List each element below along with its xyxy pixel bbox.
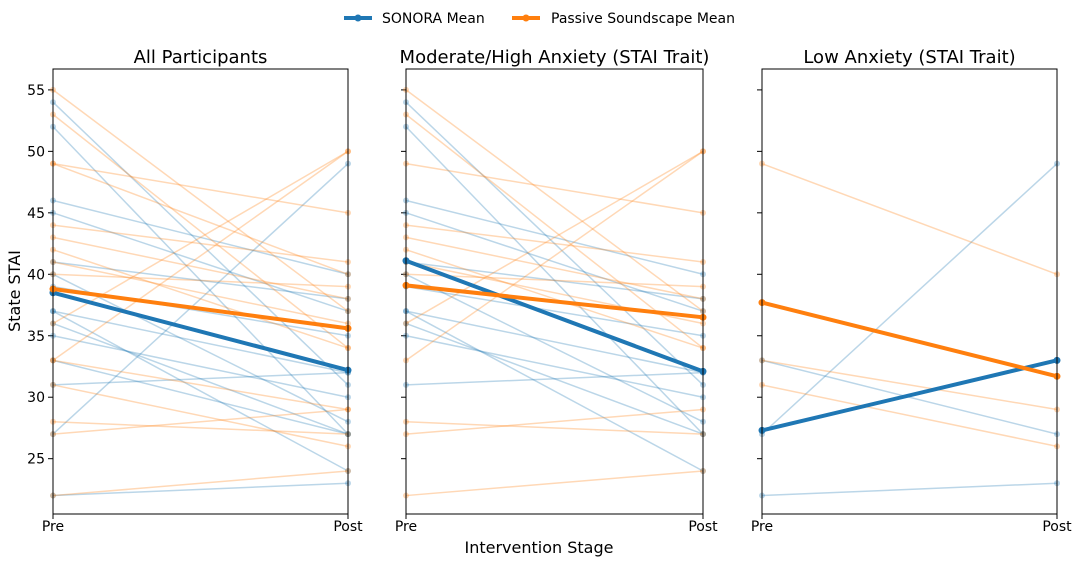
individual-line-sonora (52, 261, 349, 300)
individual-line-passive (405, 150, 704, 325)
legend: SONORA Mean Passive Soundscape Mean (344, 11, 735, 27)
individual-line-sonora (52, 322, 349, 435)
individual-line-sonora (405, 101, 704, 386)
individual-line-passive (405, 248, 704, 349)
individual-line-sonora (52, 310, 349, 472)
individual-line-passive (405, 470, 704, 497)
individual-line-passive (405, 162, 704, 214)
individual-line-sonora (52, 310, 349, 374)
individual-line-sonora (405, 371, 704, 386)
panel-title: Moderate/High Anxiety (STAI Trait) (400, 47, 710, 68)
panel-all-participants: All Participants 25 30 35 40 45 50 55 Pre Post (27, 47, 363, 535)
individual-line-passive (52, 273, 349, 288)
individual-line-sonora (405, 126, 704, 435)
plot-frame (52, 68, 349, 515)
individual-line-sonora (52, 101, 349, 386)
individual-line-passive (405, 89, 704, 312)
individual-line-passive (52, 359, 349, 411)
y-tick-label: 45 (27, 206, 45, 222)
individual-line-passive (52, 421, 349, 435)
individual-line-passive (405, 224, 704, 263)
individual-line-passive (52, 150, 349, 361)
individual-line-passive (52, 89, 349, 312)
mean-line-sonora (760, 358, 1059, 433)
plot-frame (405, 68, 704, 515)
individual-line-sonora (52, 126, 349, 435)
individual-line-sonora (52, 163, 349, 435)
y-tick-label: 30 (27, 390, 45, 406)
y-tick-label: 50 (27, 144, 45, 160)
panel-title: Low Anxiety (STAI Trait) (803, 47, 1015, 68)
individual-line-sonora (405, 310, 704, 374)
legend-marker-sonora (354, 14, 362, 22)
individual-line-sonora (405, 285, 704, 337)
individual-line-passive (761, 384, 1058, 448)
mean-line-passive (51, 287, 350, 331)
individual-line-sonora (52, 273, 349, 423)
individual-line-passive (405, 236, 704, 300)
individual-line-sonora (52, 335, 349, 398)
panel-moderate-high-anxiety: Moderate/High Anxiety (STAI Trait) Pre Pos… (395, 47, 718, 535)
individual-line-sonora (405, 273, 704, 423)
individual-line-passive (761, 162, 1058, 275)
individual-line-sonora (761, 482, 1058, 497)
y-tick-label: 35 (27, 329, 45, 345)
x-tick-label: Pre (751, 519, 773, 535)
mean-line-passive (760, 300, 1059, 379)
individual-line-passive (52, 261, 349, 325)
individual-line-passive (52, 470, 349, 497)
x-tick-label: Post (688, 519, 718, 535)
individual-line-passive (405, 421, 704, 435)
x-tick-label: Pre (395, 519, 417, 535)
individual-line-passive (52, 248, 349, 349)
individual-line-sonora (405, 199, 704, 276)
x-tick-label: Pre (42, 519, 64, 535)
individual-line-passive (52, 162, 349, 214)
individual-line-passive (52, 384, 349, 448)
individual-line-passive (52, 224, 349, 263)
individual-line-sonora (405, 335, 704, 398)
panel-low-anxiety: Low Anxiety (STAI Trait) Pre Post (751, 47, 1072, 535)
mean-line-sonora (404, 258, 705, 374)
individual-line-passive (405, 273, 704, 288)
individual-line-passive (52, 113, 349, 349)
individual-line-sonora (52, 482, 349, 497)
y-axis-label: State STAI (5, 250, 24, 332)
individual-line-sonora (52, 199, 349, 276)
x-axis-label: Intervention Stage (465, 538, 614, 557)
plot-frame (761, 68, 1058, 515)
individual-line-sonora (405, 212, 704, 312)
panel-title: All Participants (134, 47, 268, 68)
individual-line-passive (405, 408, 704, 435)
legend-marker-passive (522, 14, 530, 22)
individual-line-passive (52, 236, 349, 300)
individual-line-sonora (52, 359, 349, 435)
x-tick-label: Post (333, 519, 363, 535)
y-tick-label: 40 (27, 267, 45, 283)
individual-line-passive (405, 150, 704, 361)
mean-line-passive (404, 283, 705, 320)
mean-line-sonora (51, 290, 350, 373)
individual-line-sonora (405, 310, 704, 472)
x-tick-label: Post (1042, 519, 1072, 535)
y-tick-label: 55 (27, 83, 45, 99)
individual-line-sonora (405, 322, 704, 435)
individual-line-sonora (52, 212, 349, 312)
individual-line-passive (405, 113, 704, 349)
individual-line-sonora (52, 371, 349, 386)
legend-label-passive: Passive Soundscape Mean (551, 11, 735, 27)
individual-line-sonora (761, 163, 1058, 435)
individual-line-passive (52, 150, 349, 325)
individual-line-sonora (405, 261, 704, 300)
individual-line-passive (52, 408, 349, 435)
legend-label-sonora: SONORA Mean (382, 11, 485, 27)
individual-line-passive (52, 162, 349, 275)
individual-line-passive (761, 359, 1058, 411)
y-tick-label: 25 (27, 452, 45, 468)
